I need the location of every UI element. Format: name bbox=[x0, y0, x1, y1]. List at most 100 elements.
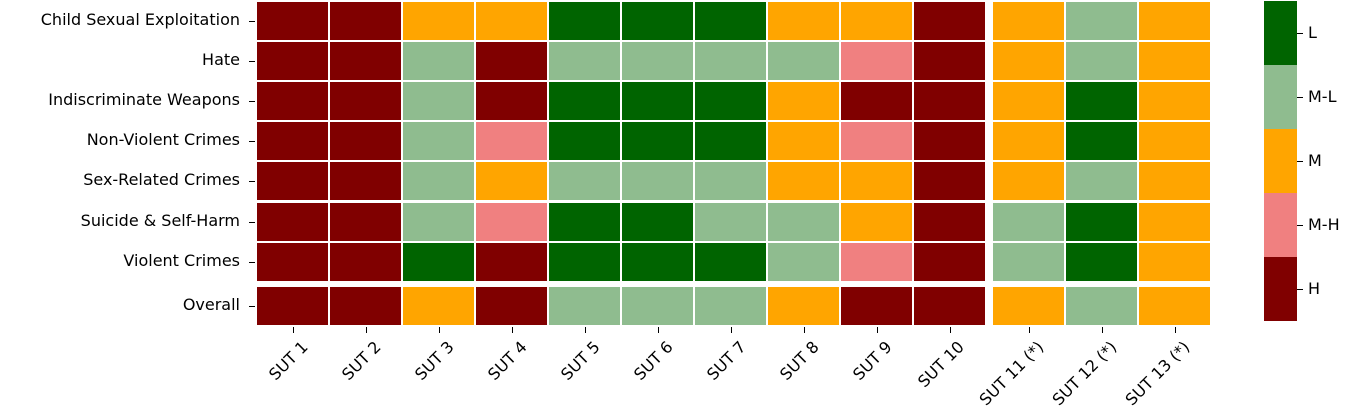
heatmap-cell bbox=[913, 161, 986, 202]
heatmap-cell bbox=[913, 285, 986, 326]
y-axis-tick bbox=[249, 261, 255, 263]
heatmap-cell bbox=[402, 121, 475, 162]
heatmap-cell bbox=[329, 161, 402, 202]
heatmap-cell bbox=[767, 201, 840, 242]
x-axis-label: SUT 11 (*) bbox=[975, 337, 1048, 409]
heatmap-cell bbox=[1138, 41, 1211, 82]
heatmap-cell bbox=[621, 81, 694, 122]
heatmap-cell bbox=[694, 41, 767, 82]
x-axis-label: SUT 13 (*) bbox=[1121, 337, 1194, 409]
colorbar-tick bbox=[1297, 225, 1303, 226]
heatmap-cell bbox=[548, 241, 621, 282]
heatmap-cell bbox=[475, 285, 548, 326]
heatmap-cell bbox=[256, 285, 329, 326]
y-axis-label: Child Sexual Exploitation bbox=[40, 10, 240, 30]
y-axis-label: Sex-Related Crimes bbox=[83, 170, 240, 190]
x-axis-tick bbox=[584, 326, 586, 333]
heatmap-cell bbox=[913, 201, 986, 242]
heatmap-cell bbox=[913, 1, 986, 42]
heatmap-cell bbox=[402, 241, 475, 282]
heatmap-cell bbox=[621, 121, 694, 162]
x-axis-label: SUT 7 bbox=[702, 337, 750, 384]
colorbar-segment bbox=[1264, 129, 1297, 193]
y-axis-label: Suicide & Self-Harm bbox=[80, 210, 240, 230]
x-axis-tick bbox=[803, 326, 805, 333]
heatmap-cell bbox=[475, 241, 548, 282]
colorbar-label: M-L bbox=[1308, 87, 1337, 106]
heatmap-cell bbox=[913, 121, 986, 162]
heatmap-cell bbox=[992, 121, 1065, 162]
x-axis-tick bbox=[949, 326, 951, 333]
heatmap-cell bbox=[840, 285, 913, 326]
heatmap-cell bbox=[402, 41, 475, 82]
heatmap-cell bbox=[992, 285, 1065, 326]
heatmap-cell bbox=[621, 201, 694, 242]
heatmap-cell bbox=[694, 1, 767, 42]
heatmap-cell bbox=[1138, 121, 1211, 162]
heatmap-cell bbox=[1138, 81, 1211, 122]
heatmap-cell bbox=[329, 201, 402, 242]
x-axis-tick bbox=[438, 326, 440, 333]
heatmap-cell bbox=[694, 201, 767, 242]
heatmap-cell bbox=[548, 81, 621, 122]
heatmap-cell bbox=[402, 201, 475, 242]
heatmap-cell bbox=[475, 81, 548, 122]
heatmap-cell bbox=[767, 241, 840, 282]
heatmap-cell bbox=[402, 161, 475, 202]
heatmap-cell bbox=[1065, 201, 1138, 242]
heatmap-cell bbox=[548, 121, 621, 162]
heatmap-cell bbox=[767, 121, 840, 162]
heatmap-cell bbox=[548, 161, 621, 202]
heatmap-cell bbox=[329, 285, 402, 326]
heatmap-cell bbox=[329, 121, 402, 162]
y-axis-tick bbox=[249, 61, 255, 63]
x-axis-label: SUT 3 bbox=[410, 337, 458, 384]
heatmap-cell bbox=[329, 241, 402, 282]
heatmap-cell bbox=[992, 41, 1065, 82]
heatmap-cell bbox=[992, 81, 1065, 122]
heatmap-cell bbox=[913, 241, 986, 282]
heatmap-cell bbox=[1065, 81, 1138, 122]
heatmap-cell bbox=[1065, 285, 1138, 326]
heatmap-cell bbox=[256, 81, 329, 122]
colorbar-tick bbox=[1297, 33, 1303, 34]
colorbar-tick bbox=[1297, 97, 1303, 98]
heatmap-cell bbox=[840, 121, 913, 162]
heatmap-cell bbox=[402, 1, 475, 42]
heatmap-cell bbox=[621, 1, 694, 42]
heatmap-cell bbox=[256, 201, 329, 242]
heatmap-cell bbox=[913, 41, 986, 82]
heatmap-cell bbox=[992, 201, 1065, 242]
heatmap-cell bbox=[475, 41, 548, 82]
colorbar-segment bbox=[1264, 1, 1297, 65]
x-axis-label: SUT 5 bbox=[556, 337, 604, 384]
heatmap-cell bbox=[1065, 41, 1138, 82]
heatmap-cell bbox=[329, 1, 402, 42]
heatmap-cell bbox=[1138, 201, 1211, 242]
colorbar-label: M bbox=[1308, 151, 1322, 170]
x-axis-tick bbox=[1028, 326, 1030, 333]
x-axis-tick bbox=[292, 326, 294, 333]
heatmap-cell bbox=[767, 1, 840, 42]
heatmap-cell bbox=[840, 41, 913, 82]
heatmap-cell bbox=[1138, 285, 1211, 326]
heatmap-cell bbox=[1065, 121, 1138, 162]
heatmap-cell bbox=[256, 1, 329, 42]
x-axis-tick bbox=[365, 326, 367, 333]
y-axis-tick bbox=[249, 221, 255, 223]
heatmap-cell bbox=[694, 161, 767, 202]
heatmap-cell bbox=[840, 241, 913, 282]
heatmap-cell bbox=[621, 241, 694, 282]
colorbar-segment bbox=[1264, 65, 1297, 129]
heatmap-cell bbox=[256, 121, 329, 162]
colorbar-segment bbox=[1264, 193, 1297, 257]
heatmap-cell bbox=[992, 161, 1065, 202]
x-axis-tick bbox=[876, 326, 878, 333]
y-axis-label: Non-Violent Crimes bbox=[86, 130, 240, 150]
heatmap-cell bbox=[913, 81, 986, 122]
heatmap-cell bbox=[1065, 161, 1138, 202]
heatmap-cell bbox=[694, 81, 767, 122]
heatmap-cell bbox=[621, 41, 694, 82]
colorbar-tick bbox=[1297, 161, 1303, 162]
heatmap-cell bbox=[329, 41, 402, 82]
